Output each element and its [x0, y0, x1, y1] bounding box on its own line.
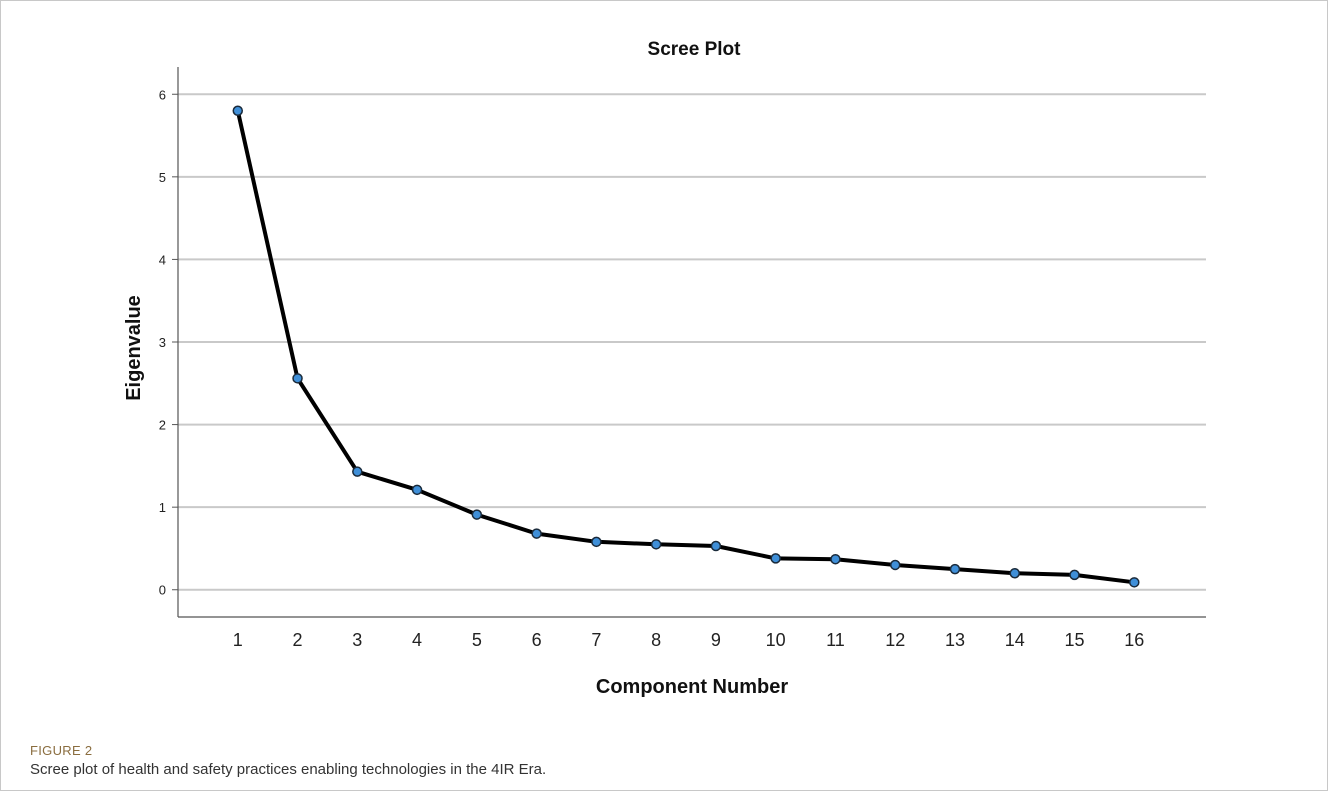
- y-tick-label: 4: [159, 252, 166, 267]
- figure-caption: Scree plot of health and safety practice…: [30, 761, 547, 778]
- axes: [172, 67, 1206, 618]
- figure-label: FIGURE 2: [30, 743, 93, 758]
- x-tick-label: 15: [1064, 630, 1084, 650]
- data-point: [232, 105, 244, 117]
- x-tick-label: 2: [293, 630, 303, 650]
- data-point: [1009, 567, 1020, 579]
- data-point: [770, 553, 781, 564]
- x-tick-label: 11: [826, 630, 845, 650]
- x-tick-label: 9: [711, 630, 721, 650]
- x-axis-title: Component Number: [596, 676, 788, 698]
- x-tick-label: 16: [1124, 630, 1144, 650]
- data-points: [232, 105, 1140, 588]
- data-point: [352, 466, 363, 477]
- y-tick-label: 5: [159, 170, 166, 185]
- x-tick-label: 6: [532, 630, 542, 650]
- data-point: [471, 509, 483, 520]
- x-tick-label: 8: [651, 630, 661, 650]
- series-eigenvalues: [235, 108, 1137, 585]
- series-line: [235, 108, 1137, 585]
- y-tick-labels: 0 1 2 3 4 5 6: [159, 87, 166, 597]
- x-tick-label: 14: [1005, 630, 1025, 650]
- data-point: [292, 373, 303, 384]
- x-tick-label: 4: [412, 630, 422, 650]
- data-point: [591, 536, 602, 548]
- y-tick-label: 2: [159, 418, 166, 433]
- gridlines: [178, 93, 1206, 591]
- x-tick-label: 5: [472, 630, 482, 650]
- data-point: [411, 484, 423, 496]
- data-point: [531, 528, 542, 539]
- data-point: [650, 539, 662, 550]
- y-tick-label: 1: [159, 500, 166, 515]
- chart-title: Scree Plot: [648, 39, 742, 60]
- x-tick-label: 7: [591, 630, 601, 650]
- y-tick-label: 0: [159, 583, 166, 598]
- data-point: [889, 559, 901, 571]
- data-point: [1129, 577, 1140, 588]
- y-tick-label: 3: [159, 335, 166, 350]
- x-tick-label: 3: [352, 630, 362, 650]
- data-point: [1069, 569, 1080, 581]
- data-point: [710, 540, 722, 552]
- data-point: [830, 553, 841, 565]
- y-axis-title: Eigenvalue: [123, 295, 145, 401]
- x-tick-labels: 1 2 3 4 5 6 7 8 9 10 11 12 13 14 15 16: [233, 630, 1145, 650]
- x-tick-label: 1: [233, 630, 243, 650]
- x-tick-label: 13: [945, 630, 965, 650]
- data-point: [949, 563, 961, 575]
- y-tick-label: 6: [159, 87, 166, 102]
- x-tick-label: 10: [766, 630, 786, 650]
- x-tick-label: 12: [885, 630, 905, 650]
